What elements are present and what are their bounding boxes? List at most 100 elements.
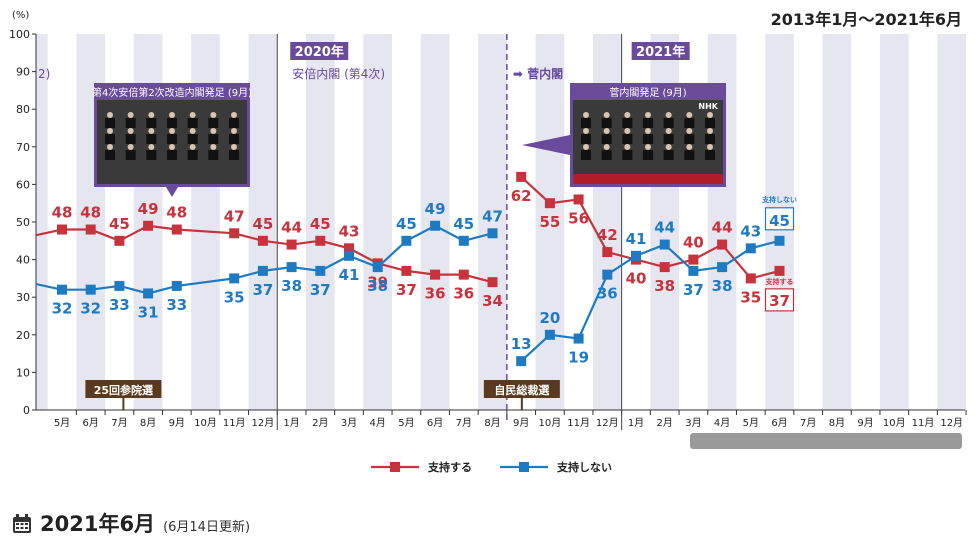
month-stripe (363, 34, 393, 410)
legend-support-marker (390, 462, 400, 472)
person-figure (148, 112, 155, 118)
month-stripe (937, 34, 967, 410)
person-figure (583, 144, 589, 150)
data-label: 31 (138, 303, 159, 321)
person-figure (581, 134, 591, 144)
red-carpet (573, 174, 723, 184)
x-tick-label: 6月 (83, 417, 99, 429)
data-point (286, 262, 297, 273)
data-label: 45 (109, 215, 130, 233)
year-2020-tag-bg (290, 42, 349, 60)
person-figure (210, 128, 217, 134)
person-figure (665, 144, 672, 150)
data-point (602, 247, 613, 258)
data-point (487, 277, 498, 288)
data-point (57, 224, 67, 235)
data-point (717, 239, 728, 250)
data-label: 40 (626, 270, 647, 288)
data-point (114, 280, 125, 291)
abe-reshuffle-photo-title: 第4次安倍第2次改造内閣発足 (9月) (92, 86, 252, 99)
person-figure (622, 118, 633, 128)
data-point (487, 228, 498, 239)
data-label: 45 (453, 215, 474, 233)
person-figure (208, 134, 219, 144)
data-label: 19 (568, 349, 589, 367)
data-label: 45 (252, 215, 273, 233)
month-stripe (879, 34, 909, 410)
data-label: 36 (597, 285, 618, 303)
data-point (544, 329, 555, 340)
person-figure (665, 112, 672, 118)
x-tick-label: 6月 (427, 417, 443, 429)
person-figure (127, 144, 134, 150)
x-tick-label: 1月 (628, 417, 644, 429)
person-figure (707, 112, 713, 118)
data-label: 49 (425, 200, 446, 218)
period-label: 2013年1月～2021年6月 (770, 10, 962, 29)
data-point (344, 250, 354, 261)
person-figure (125, 134, 136, 144)
data-label: 36 (425, 285, 446, 303)
month-stripe (535, 34, 565, 410)
person-figure (167, 134, 177, 144)
data-label: 48 (166, 204, 187, 222)
x-tick-label: 11月 (567, 417, 590, 429)
support-end-tag: 支持する (765, 277, 794, 286)
data-label: 43 (740, 222, 761, 240)
person-figure (189, 128, 196, 134)
footer-updated: (6月14日更新) (163, 520, 251, 535)
data-point (114, 235, 125, 246)
year-2020-tag: 2020年 (295, 44, 344, 60)
data-point (57, 284, 67, 295)
data-label: 41 (626, 230, 647, 248)
person-figure (622, 134, 633, 144)
series-lines (35, 171, 785, 367)
person-figure (686, 144, 693, 150)
person-figure (583, 112, 589, 118)
person-figure (684, 150, 695, 160)
data-point (257, 265, 268, 276)
chart-scrollbar[interactable] (690, 433, 962, 449)
x-tick-label: 10月 (539, 417, 562, 429)
footer-heading: 2021年6月 (6月14日更新) (12, 508, 250, 538)
x-tick-label: 7月 (111, 417, 127, 429)
y-tick-label: 30 (16, 291, 30, 304)
data-label: 42 (597, 226, 618, 244)
person-figure (643, 134, 653, 144)
data-label: 44 (654, 219, 675, 237)
person-figure (107, 112, 113, 118)
y-tick-label: 90 (16, 66, 30, 79)
data-label: 37 (683, 281, 704, 299)
data-label: 20 (539, 309, 560, 327)
person-figure (107, 128, 113, 134)
data-point (430, 220, 441, 231)
data-label: 32 (80, 300, 101, 318)
ldp-election-tag-bg (483, 380, 560, 398)
data-label: 62 (511, 187, 532, 205)
data-point (458, 269, 469, 280)
data-point (544, 198, 555, 209)
person-figure (231, 128, 237, 134)
x-tick-label: 3月 (685, 417, 701, 429)
data-point (143, 220, 154, 231)
person-figure (169, 144, 175, 150)
data-point (631, 250, 641, 261)
month-stripe (305, 34, 335, 410)
x-tick-label: 9月 (513, 417, 529, 429)
x-tick-label: 1月 (283, 417, 299, 429)
person-figure (665, 128, 672, 134)
abe-cabinet-label: 安倍内閣 (第4次) (292, 66, 385, 81)
month-stripe (248, 34, 278, 410)
data-point (171, 224, 182, 235)
person-figure (146, 134, 157, 144)
person-figure (189, 144, 196, 150)
data-point (229, 228, 240, 239)
footer-title: 2021年6月 (40, 512, 156, 536)
data-label: 45 (396, 215, 417, 233)
x-tick-label: 7月 (800, 417, 816, 429)
x-tick-label: 11月 (912, 417, 935, 429)
nonsupport-end-value: 45 (769, 212, 790, 230)
data-point (602, 269, 613, 280)
x-tick-label: 9月 (857, 417, 873, 429)
